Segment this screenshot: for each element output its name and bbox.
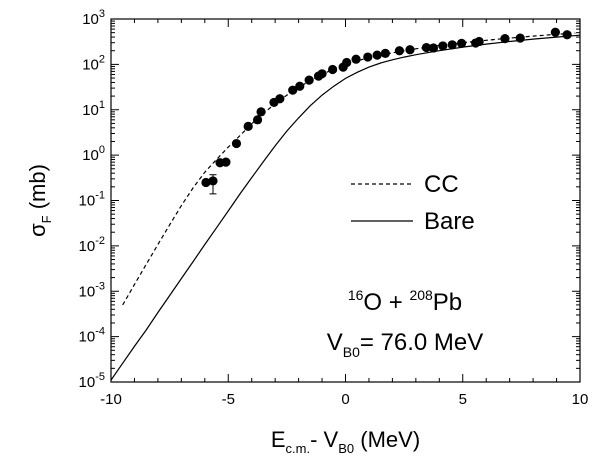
- data-point: [405, 45, 415, 55]
- data-point: [500, 33, 510, 44]
- data-point: [380, 48, 390, 58]
- data-point: [275, 94, 285, 104]
- data-point: [447, 40, 457, 50]
- data-point: [363, 52, 373, 62]
- data-point: [295, 81, 305, 91]
- annotation-reaction: 16O + 208Pb: [348, 287, 462, 316]
- data-point: [201, 177, 211, 188]
- y-tick-label: 10-4: [79, 326, 105, 346]
- legend: CC Bare: [351, 171, 475, 235]
- data-point: [231, 138, 242, 149]
- data-point: [304, 75, 314, 85]
- y-axis-title: σF (mb): [25, 164, 54, 237]
- data-point: [351, 54, 361, 64]
- y-tick-label: 103: [82, 8, 105, 28]
- data-point: [328, 64, 338, 75]
- data-point: [474, 36, 484, 47]
- annotation-barrier: VB0= 76.0 MeV: [327, 329, 484, 360]
- y-tick-label: 10-1: [79, 190, 105, 210]
- data-point: [256, 107, 266, 117]
- data-point: [288, 85, 298, 95]
- y-tick-label: 101: [82, 99, 105, 119]
- data-point: [243, 121, 253, 131]
- x-tick-label: 0: [341, 391, 349, 408]
- data-point: [428, 43, 439, 53]
- data-point: [342, 57, 352, 68]
- cc-curve: [122, 32, 576, 306]
- y-tick-label: 102: [82, 53, 105, 73]
- data-point: [562, 30, 572, 40]
- data-point: [208, 176, 218, 186]
- y-tick-label: 10-2: [79, 235, 105, 255]
- legend-label-bare: Bare: [424, 208, 475, 235]
- x-tick-label: -10: [100, 391, 122, 408]
- data-point: [372, 50, 382, 60]
- y-tick-label: 10-5: [79, 371, 105, 391]
- axis-labels: Ec.m.- VB0 (MeV) σF (mb): [25, 164, 420, 456]
- data-point: [252, 115, 263, 125]
- experimental-data: [201, 27, 572, 195]
- data-point: [438, 41, 448, 51]
- data-point: [394, 46, 405, 56]
- x-axis-title: Ec.m.- VB0 (MeV): [271, 427, 420, 456]
- x-tick-label: -5: [222, 391, 235, 408]
- axis-ticks: -10 -5 0 5 10 10-5 10-4 10-3 10-2 10-1 100 101 102 10…: [79, 8, 589, 408]
- annotations: 16O + 208Pb VB0= 76.0 MeV: [327, 287, 484, 360]
- data-point: [550, 27, 560, 37]
- y-tick-label: 100: [82, 144, 105, 164]
- data-point: [421, 42, 432, 53]
- data-point: [515, 33, 525, 43]
- x-tick-label: 5: [459, 391, 467, 408]
- plot-frame: [110, 18, 581, 383]
- bare-curve: [110, 34, 581, 381]
- data-point: [221, 157, 231, 167]
- x-tick-label: 10: [572, 391, 589, 408]
- data-point: [456, 38, 467, 48]
- data-point: [317, 69, 327, 79]
- plot-area: [110, 18, 581, 383]
- legend-label-cc: CC: [424, 171, 459, 198]
- y-tick-label: 10-3: [79, 280, 105, 300]
- model-curves: [110, 32, 581, 381]
